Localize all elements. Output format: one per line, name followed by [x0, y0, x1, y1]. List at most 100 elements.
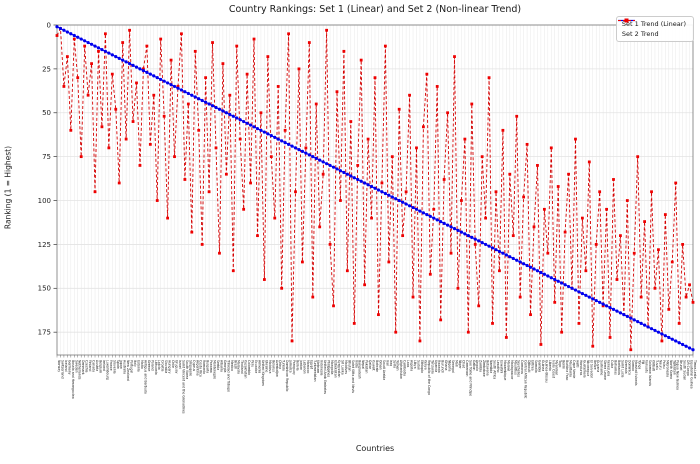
x-tick-label: Colombia	[247, 360, 251, 375]
x-tick-label: Poland	[150, 360, 154, 371]
set2-marker	[262, 278, 266, 281]
set2-marker	[518, 295, 522, 299]
x-tick-label: Saudi Arabia	[382, 360, 386, 380]
set1-marker	[539, 270, 543, 275]
set1-marker	[497, 249, 502, 254]
x-tick-label: Finland	[88, 360, 92, 371]
set2-marker	[128, 28, 131, 32]
set2-marker	[522, 195, 526, 199]
set2-marker	[480, 155, 484, 159]
x-tick-label: Netherlands	[78, 360, 82, 380]
set1-marker	[681, 342, 685, 347]
set1-marker	[204, 100, 208, 104]
set1-marker	[542, 272, 546, 276]
set2-marker	[487, 76, 491, 80]
x-tick-label: North Korea	[669, 360, 673, 379]
set1-marker	[629, 316, 633, 320]
x-tick-label: Pakistan	[365, 360, 369, 373]
x-tick-label: Madagascar	[510, 360, 514, 380]
x-tick-label: Slovakia	[164, 360, 168, 373]
x-tick-label: Bhutan	[347, 360, 351, 371]
x-tick-label: South Korea	[185, 360, 189, 379]
x-tick-label: Kenya	[423, 360, 427, 370]
x-tick-label: Romania	[202, 360, 206, 374]
x-tick-label: Qatar	[368, 360, 372, 370]
set1-marker	[394, 197, 398, 201]
set2-marker	[152, 93, 156, 97]
set1-marker	[65, 30, 69, 34]
x-tick-label: Mongolia	[330, 360, 334, 374]
y-tick-label: 25	[42, 65, 51, 73]
set1-marker	[376, 188, 381, 192]
set2-marker	[674, 181, 678, 185]
set2-marker	[339, 199, 342, 202]
set1-marker	[252, 125, 256, 129]
set2-marker	[256, 234, 259, 238]
x-tick-label: Italy	[133, 360, 137, 367]
set1-marker	[221, 109, 225, 113]
set2-marker	[677, 322, 681, 325]
set1-marker	[490, 246, 495, 250]
set1-marker	[283, 141, 287, 145]
set1-marker	[653, 328, 657, 333]
x-tick-label: Cape Verde	[572, 360, 576, 378]
set1-marker	[352, 176, 356, 180]
set1-marker	[677, 341, 681, 345]
set1-marker	[577, 290, 581, 294]
x-tick-label: Malawi	[506, 360, 510, 371]
x-tick-label: Mexico	[230, 360, 234, 371]
set1-marker	[197, 97, 201, 101]
set2-marker	[670, 260, 674, 264]
set2-marker	[166, 216, 170, 220]
set1-marker	[331, 165, 336, 169]
x-tick-label: Armenia	[257, 360, 261, 373]
set2-marker	[283, 128, 287, 132]
set2-marker	[249, 181, 252, 185]
x-tick-label: China	[278, 360, 282, 369]
x-tick-label: Mali	[455, 360, 459, 367]
set2-marker	[352, 322, 356, 325]
x-axis-label: Countries	[355, 444, 395, 453]
set2-marker	[138, 164, 142, 167]
x-tick-label: South Africa	[493, 360, 497, 379]
set1-marker	[369, 184, 374, 189]
x-tick-label: Jamaica	[289, 359, 293, 373]
x-tick-label: Georgia	[223, 360, 227, 373]
x-tick-label: Eritrea	[531, 360, 535, 371]
set2-marker	[176, 85, 180, 88]
set1-marker	[179, 88, 184, 92]
set1-marker	[159, 77, 163, 82]
set2-marker	[473, 243, 477, 246]
set1-marker	[615, 309, 619, 313]
set2-marker	[93, 190, 97, 194]
set2-marker	[90, 62, 93, 66]
x-tick-label: Guinea-Bissau	[544, 360, 548, 383]
x-tick-label: Switzerland	[60, 360, 64, 379]
x-tick-label: Tonga	[638, 359, 642, 369]
set2-marker	[183, 178, 187, 181]
set1-marker	[176, 86, 180, 90]
set2-marker	[280, 286, 284, 290]
x-tick-label: Solomon Islands	[648, 360, 652, 386]
set1-marker	[494, 248, 498, 252]
set2-marker	[345, 269, 349, 273]
x-tick-label: Jordan	[299, 359, 303, 370]
set2-marker	[297, 67, 301, 71]
set2-marker	[567, 172, 570, 176]
set2-marker	[380, 181, 384, 185]
set2-marker	[612, 178, 615, 181]
set2-marker	[180, 32, 183, 36]
set1-marker	[224, 111, 228, 115]
set2-marker	[491, 322, 494, 325]
set2-marker	[155, 199, 159, 202]
set2-marker	[83, 44, 87, 48]
x-tick-label: Uganda	[434, 360, 438, 372]
x-tick-label: Sudan	[416, 360, 420, 370]
set2-marker	[615, 278, 619, 281]
set2-marker	[86, 93, 90, 97]
set2-marker	[342, 49, 346, 53]
set2-marker	[370, 216, 373, 220]
set1-marker	[300, 149, 305, 153]
set2-marker	[124, 137, 128, 141]
x-tick-label: Niger	[458, 360, 462, 369]
